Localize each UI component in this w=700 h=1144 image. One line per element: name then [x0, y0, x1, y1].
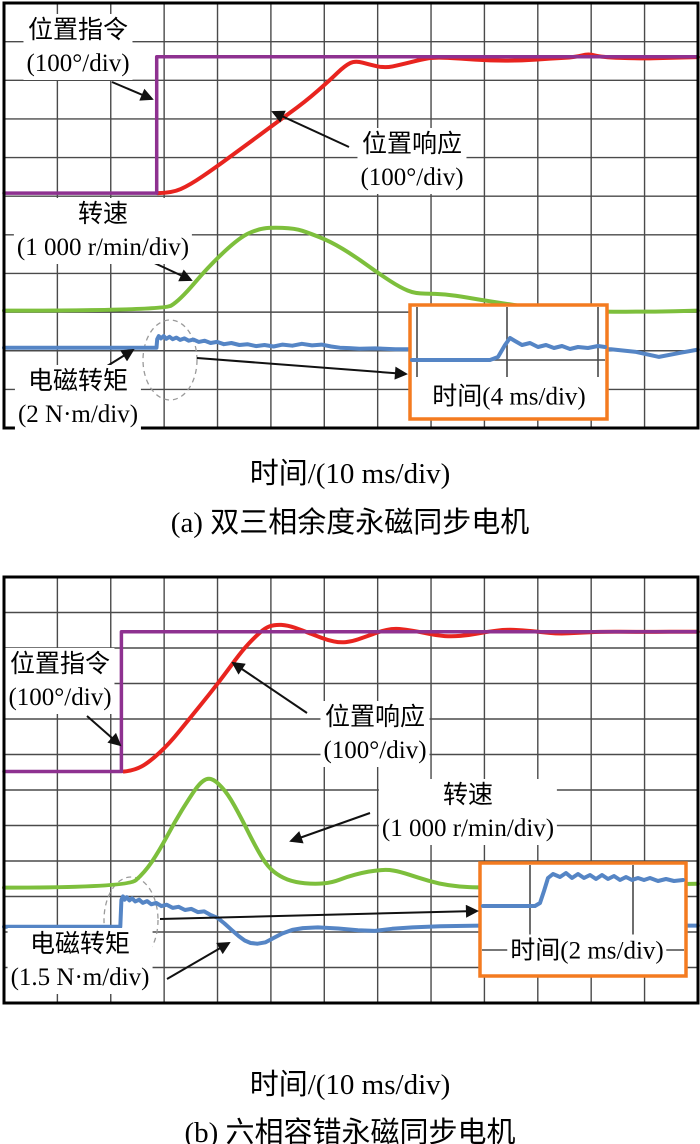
trace-label-line: (100°/div): [8, 684, 112, 711]
annotation-arrow: [159, 904, 479, 920]
trace-label-line: 转速: [442, 782, 493, 809]
trace-label: 位置指令 (100°/div): [5, 648, 115, 714]
trace-position-command: [2, 629, 700, 774]
annotation-arrow: [231, 661, 308, 714]
trace-label: 位置响应 (100°/div): [357, 128, 467, 194]
trace-label: 转速 (1 000 r/min/div): [13, 198, 193, 264]
panel-a-border: [2, 1, 700, 430]
trace-torque: [2, 894, 700, 946]
annotation-arrow: [149, 260, 193, 282]
annotation-arrow: [271, 110, 350, 148]
trace-label-line: 位置响应: [361, 131, 463, 158]
zoom-region-ellipse: [142, 319, 198, 401]
trace-label-line: 位置指令: [9, 651, 111, 678]
inset-torque-trace: [410, 336, 607, 362]
panel-b-time-axis-label: 时间/(10 ms/div): [249, 1069, 451, 1101]
panel-a-arrows: [103, 81, 408, 380]
trace-label-line: 位置指令: [27, 17, 129, 44]
panel-a-time-axis-label: 时间/(10 ms/div): [249, 458, 451, 490]
trace-label-line: (100°/div): [26, 50, 130, 77]
trace-position-response: [155, 52, 700, 196]
trace-label-line: (1 000 r/min/div): [16, 234, 190, 261]
panel-b-subcaption: (b) 六相容错永磁同步电机: [184, 1117, 516, 1144]
trace-label: 位置指令 (100°/div): [23, 14, 133, 80]
trace-label-line: (100°/div): [360, 164, 464, 191]
trace-label: 位置响应 (100°/div): [320, 701, 430, 767]
annotation-arrow: [166, 942, 231, 980]
trace-label-line: 转速: [77, 201, 128, 228]
panel-b-border: [2, 575, 700, 1005]
annotation-arrow: [86, 715, 122, 747]
trace-label-line: (1 000 r/min/div): [381, 815, 555, 842]
trace-label: 电磁转矩 (2 N·m/div): [14, 365, 142, 431]
panel-b-arrows: [86, 661, 479, 980]
trace-label-line: 位置响应: [324, 704, 426, 731]
inset-time-label: 时间(2 ms/div): [507, 934, 667, 968]
trace-label-line: 电磁转矩: [29, 931, 130, 958]
inset-time-label: 时间(4 ms/div): [429, 380, 589, 414]
panel-a-subcaption: (a) 双三相余度永磁同步电机: [170, 507, 530, 539]
trace-label-line: (2 N·m/div): [17, 401, 139, 428]
trace-speed: [2, 776, 700, 890]
panel-a: [2, 1, 700, 430]
trace-label-line: 电磁转矩: [27, 368, 128, 395]
trace-position-command: [2, 54, 700, 195]
trace-label: 电磁转矩 (1.5 N·m/div): [7, 928, 153, 994]
trace-label-line: (1.5 N·m/div): [10, 964, 150, 991]
annotation-arrow: [289, 812, 371, 844]
trace-label: 转速 (1 000 r/min/div): [378, 779, 558, 845]
annotation-arrow: [196, 357, 408, 380]
trace-label-line: (100°/div): [323, 737, 427, 764]
annotation-arrow: [111, 81, 154, 101]
inset-torque-trace: [481, 871, 685, 908]
